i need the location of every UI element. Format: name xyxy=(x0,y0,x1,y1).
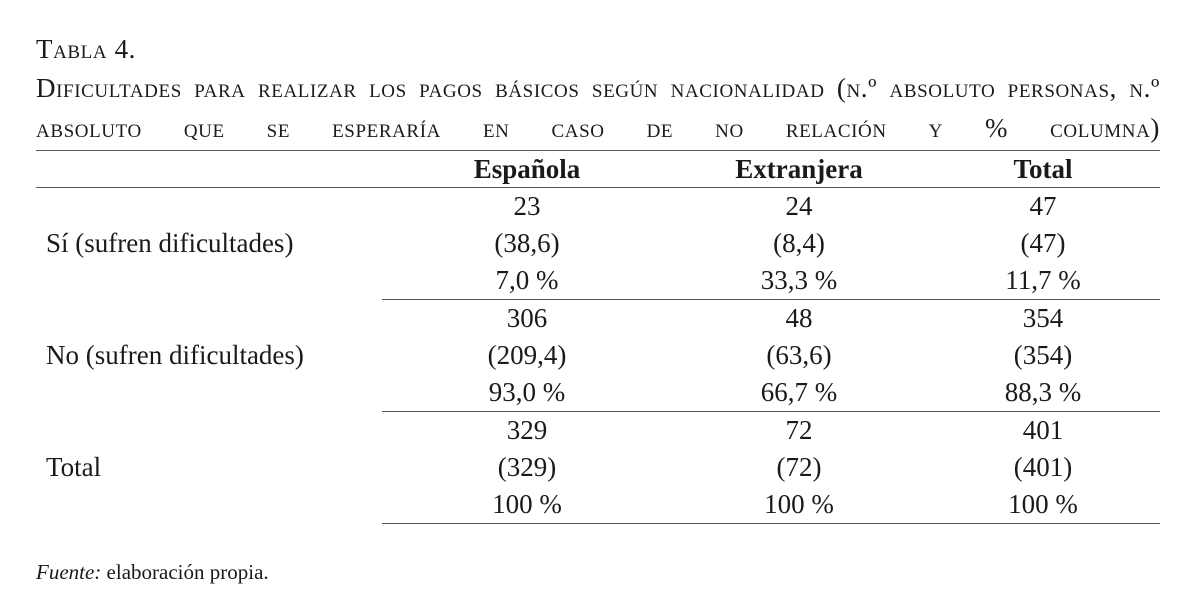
source-label: Fuente: xyxy=(36,560,102,584)
table-cell: 401 xyxy=(1022,415,1064,445)
table-cell: 88,3 % xyxy=(926,374,1160,412)
table-row: Sí (sufren dificultades) 23 24 47 xyxy=(36,188,1160,258)
table-row: Total 329 72 401 xyxy=(36,412,1160,482)
source-text: elaboración propia. xyxy=(106,560,269,584)
source-note: Fuente: elaboración propia. xyxy=(36,560,269,585)
table-caption: Tabla 4. Dificultades para realizar los … xyxy=(36,30,1160,148)
row-label-total: Total xyxy=(46,452,102,482)
table-cell: (47) xyxy=(1020,228,1066,258)
table-title: Dificultades para realizar los pagos bás… xyxy=(36,73,1160,143)
table-cell: 354 xyxy=(1022,303,1064,333)
table-cell: (401) xyxy=(1013,452,1073,482)
table-cell: 100 % xyxy=(926,486,1160,524)
header-cell-extranjera: Extranjera xyxy=(672,150,926,188)
table-row: 93,0 % 66,7 % 88,3 % xyxy=(36,374,1160,412)
table-row: No (sufren dificultades) 306 48 354 xyxy=(36,300,1160,370)
table-row: (38,6) (8,4) (47) xyxy=(36,225,1160,262)
header-cell-espanola: Española xyxy=(382,150,672,188)
table-cell: 48 xyxy=(785,303,813,333)
table-cell: (63,6) xyxy=(766,340,832,370)
table-cell: 47 xyxy=(1029,191,1057,221)
header-row: Española Extranjera Total xyxy=(36,150,1160,188)
table-cell: 93,0 % xyxy=(382,374,672,412)
table-row: (209,4) (63,6) (354) xyxy=(36,337,1160,374)
table-cell: (38,6) xyxy=(494,228,560,258)
table-cell: (354) xyxy=(1013,340,1073,370)
table-cell: (209,4) xyxy=(487,340,567,370)
table-cell: (72) xyxy=(776,452,822,482)
table-row: (329) (72) (401) xyxy=(36,449,1160,486)
table-number: Tabla 4. xyxy=(36,34,137,64)
table-cell: 306 xyxy=(506,303,548,333)
table-cell: 7,0 % xyxy=(382,262,672,300)
table-cell: 66,7 % xyxy=(672,374,926,412)
table-cell: 23 xyxy=(513,191,541,221)
table-row: 100 % 100 % 100 % xyxy=(36,486,1160,524)
table-cell: (329) xyxy=(497,452,557,482)
row-label-si: Sí (sufren dificultades) xyxy=(46,228,294,259)
table-cell: 24 xyxy=(785,191,813,221)
header-cell-empty xyxy=(36,150,382,188)
table-cell: 329 xyxy=(506,415,548,445)
table-cell: 33,3 % xyxy=(672,262,926,300)
table-cell: 100 % xyxy=(672,486,926,524)
table-cell: (8,4) xyxy=(773,228,825,258)
table-cell: 72 xyxy=(785,415,813,445)
header-cell-total: Total xyxy=(926,150,1160,188)
table-cell: 11,7 % xyxy=(926,262,1160,300)
row-label-no: No (sufren dificultades) xyxy=(46,340,304,370)
table-cell: 100 % xyxy=(382,486,672,524)
data-table: Española Extranjera Total Sí (sufren dif… xyxy=(36,150,1160,524)
table-row: 7,0 % 33,3 % 11,7 % xyxy=(36,262,1160,300)
